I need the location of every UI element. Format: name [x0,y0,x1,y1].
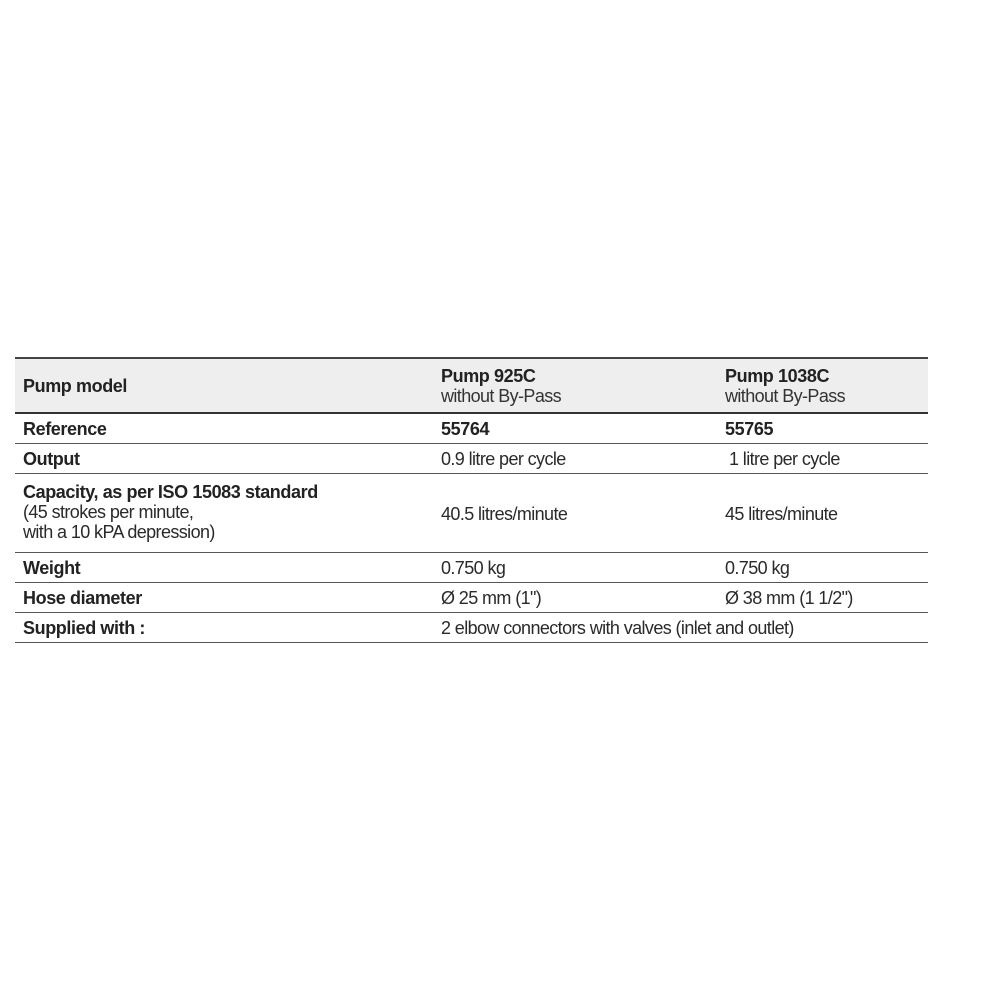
capacity-row: Capacity, as per ISO 15083 standard (45 … [15,474,928,553]
hose-1038c: Ø 38 mm (1 1/2") [725,588,853,608]
hose-925c: Ø 25 mm (1") [441,588,542,608]
model-name: Pump 1038C [725,366,830,386]
capacity-925c: 40.5 litres/minute [441,504,568,524]
model-variant: without By-Pass [725,386,846,406]
output-row: Output 0.9 litre per cycle 1 litre per c… [15,444,928,474]
hose-label: Hose diameter [23,588,142,608]
weight-row: Weight 0.750 kg 0.750 kg [15,553,928,583]
model-variant: without By-Pass [441,386,562,406]
output-label: Output [23,449,80,469]
supplied-row: Supplied with : 2 elbow connectors with … [15,613,928,643]
supplied-label: Supplied with : [23,618,145,638]
capacity-1038c: 45 litres/minute [725,504,838,524]
capacity-note-1: (45 strokes per minute, [23,502,194,522]
weight-925c: 0.750 kg [441,558,506,578]
reference-1038c: 55765 [725,419,774,439]
pump-spec-table: Pump model Pump 925C without By-Pass Pum… [15,357,928,643]
weight-1038c: 0.750 kg [725,558,790,578]
output-925c: 0.9 litre per cycle [441,449,566,469]
weight-label: Weight [23,558,81,578]
capacity-label-block: Capacity, as per ISO 15083 standard (45 … [23,482,318,542]
reference-925c: 55764 [441,419,490,439]
model-925c: Pump 925C without By-Pass [441,366,562,406]
model-1038c: Pump 1038C without By-Pass [725,366,846,406]
header-row: Pump model Pump 925C without By-Pass Pum… [15,359,928,414]
model-name: Pump 925C [441,366,536,386]
capacity-label: Capacity, as per ISO 15083 standard [23,482,318,502]
capacity-note-2: with a 10 kPA depression) [23,522,215,542]
reference-label: Reference [23,419,107,439]
pump-model-label: Pump model [23,376,128,396]
supplied-value: 2 elbow connectors with valves (inlet an… [441,618,794,638]
output-1038c: 1 litre per cycle [729,449,840,469]
reference-row: Reference 55764 55765 [15,414,928,444]
hose-row: Hose diameter Ø 25 mm (1") Ø 38 mm (1 1/… [15,583,928,613]
